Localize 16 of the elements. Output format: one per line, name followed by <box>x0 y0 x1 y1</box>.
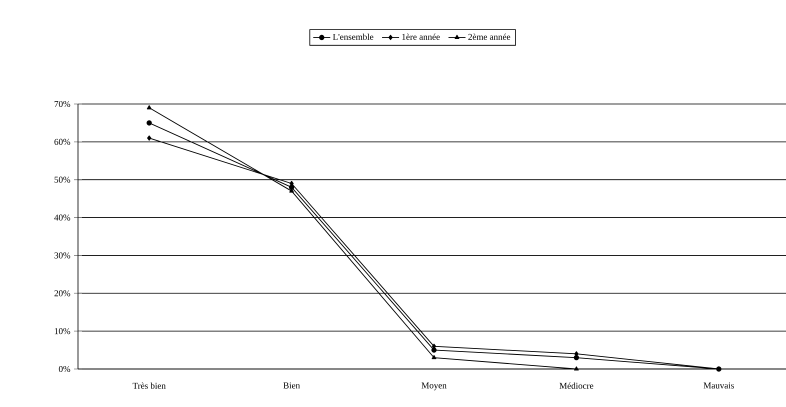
y-tick-label: 10% <box>54 328 70 334</box>
y-tick-label: 20% <box>54 290 70 296</box>
y-tick-label: 30% <box>54 252 70 258</box>
y-tick-label: 40% <box>54 214 70 221</box>
legend-label: 2ème année <box>468 34 510 40</box>
legend-label: 1ère année <box>402 34 440 40</box>
x-tick-label: Bien <box>283 382 300 389</box>
y-tick-label: 70% <box>54 100 70 108</box>
x-tick-label: Moyen <box>422 382 447 390</box>
x-tick-label: Médiocre <box>559 382 594 389</box>
legend-label: L'ensemble <box>332 34 374 40</box>
y-tick-label: 60% <box>54 138 70 145</box>
y-tick-label: 0% <box>58 366 70 372</box>
x-tick-label: Mauvais <box>704 382 734 389</box>
x-tick-label: Très bien <box>132 382 166 389</box>
y-tick-label: 50% <box>54 176 70 183</box>
